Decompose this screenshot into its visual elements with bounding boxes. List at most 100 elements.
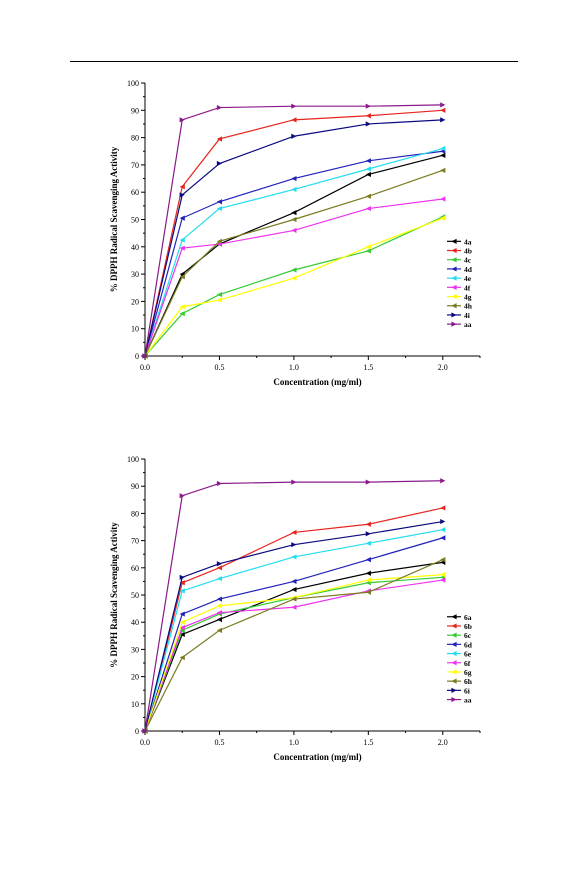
chart-1-series-4g-point (365, 244, 371, 250)
chart-2-series-6f-point (179, 625, 185, 631)
chart-2-legend-marker-aa (451, 696, 457, 703)
chart-1-y-tick-label: 100 (127, 79, 139, 88)
chart-1-series-4d-point (216, 199, 223, 205)
chart-1-series-4b-line (144, 109, 443, 357)
chart-2-x-tick-label: 0.0 (140, 738, 150, 747)
chart-2-legend-label: 6h (464, 677, 473, 686)
chart-1-series-4i-point (440, 117, 446, 123)
chart-2-series-6h-point (440, 557, 446, 563)
chart-1-y-tick-label: 90 (131, 106, 139, 115)
chart-2-legend-marker-6c (451, 632, 457, 638)
chart-2-series-aa-line (144, 480, 443, 732)
chart-2-series-6g-point (179, 619, 185, 625)
chart-1-y-tick-label: 30 (131, 270, 139, 279)
chart-1-y-tick-label: 70 (131, 161, 139, 170)
chart-2-legend-label: 6e (464, 650, 472, 659)
chart-1-legend-label: 4e (464, 274, 472, 283)
chart-2-legend-marker-6i (451, 687, 457, 693)
chart-2-series-6d-line (144, 537, 443, 732)
chart-2-y-tick-label: 20 (131, 673, 139, 682)
chart-2-series-6f-line (144, 579, 443, 732)
chart-1-series-4h-point (179, 274, 185, 280)
chart-2-series-6g-point (216, 603, 223, 609)
chart-2-series-6b-line (144, 507, 443, 732)
chart-2-x-tick-label: 2.0 (438, 738, 448, 747)
chart-2-series-6a-line (144, 561, 443, 732)
chart-1-legend-label: 4h (464, 302, 473, 311)
chart-1-series-4h-point (440, 167, 446, 173)
chart-2-series-6i-line (144, 520, 443, 732)
chart-1-legend-marker-4f (451, 284, 457, 290)
chart-2-legend-label: 6c (464, 631, 472, 640)
chart-2-series-6h-point (291, 596, 297, 602)
chart-1-series-4g-point (216, 297, 223, 303)
chart-2-series-6b-point (216, 565, 223, 571)
chart-1-series-4a-point (291, 210, 297, 216)
chart-1-legend-label: 4c (464, 256, 472, 265)
chart-2-legend-label: 6g (464, 668, 472, 677)
chart-2-series-6h-line (144, 559, 444, 732)
chart-2-y-tick-label: 80 (131, 509, 139, 518)
chart-1-x-tick-label: 0.5 (214, 363, 224, 372)
chart-2-series-6d-point (440, 535, 446, 541)
chart-2-series-6a-point (179, 631, 185, 638)
chart-2-series-6e-line (144, 529, 443, 732)
chart-2-series-6g-point (440, 572, 446, 578)
chart-1-x-tick-label: 1.5 (363, 363, 373, 372)
chart-1-series-4e-line (144, 147, 443, 357)
chart-1-legend-label: 4b (464, 247, 472, 256)
chart-2-series-6f-point (440, 577, 446, 583)
chart-2-series-6e-point (216, 576, 223, 582)
chart-2-y-tick-label: 100 (127, 455, 139, 464)
chart-1-x-axis-title: Concentration (mg/ml) (273, 377, 361, 387)
chart-2-series-6h-point (365, 589, 371, 595)
chart-2-legend-marker-6d (451, 641, 457, 647)
chart-1-series-4i-point (365, 121, 371, 127)
chart-1-series-4i-point (216, 160, 223, 167)
chart-1-series-4c-point (291, 267, 297, 273)
chart-1-legend-marker-4g (451, 293, 457, 300)
chart-1-series-4b-point (216, 136, 223, 142)
chart-1-series-aa-point (291, 103, 297, 109)
chart-1-series-4e-point (365, 166, 371, 172)
chart-2-y-tick-label: 40 (131, 618, 139, 627)
chart-1-series-4i-point (179, 192, 185, 198)
chart-2-series-6a-point (216, 616, 223, 623)
chart-1-series-4d-point (291, 175, 297, 182)
chart-1-y-tick-label: 60 (131, 188, 139, 197)
chart-1-legend-marker-4h (451, 303, 457, 309)
chart-2-legend-label: 6i (464, 686, 470, 695)
chart-1-x-tick-label: 1.0 (289, 363, 299, 372)
chart-1-series-4a-point (440, 152, 446, 158)
chart-2-series-aa-point (365, 479, 371, 485)
chart-1-series-4b-point (291, 117, 297, 123)
chart-2-series-aa-point (291, 479, 297, 485)
chart-2-series-6d-point (179, 611, 185, 617)
chart-2-series-6b-point (291, 529, 297, 536)
chart-1-x-tick-label: 0.0 (140, 363, 150, 372)
chart-2-series-6b-point (179, 580, 185, 586)
chart-1-series-4g-point (440, 215, 446, 221)
chart-2-y-tick-label: 50 (131, 591, 139, 600)
chart-1-y-axis-title: % DPPH Radical Scavenging Activity (109, 146, 119, 292)
chart-2-series-6i-point (440, 518, 446, 525)
chart-2-series-aa-point (142, 728, 148, 734)
chart-2-series-6g-point (365, 577, 371, 583)
chart-2-x-axis-title: Concentration (mg/ml) (273, 752, 361, 762)
chart-1-legend-marker-4d (451, 266, 457, 272)
chart-1-series-aa-line (144, 104, 443, 357)
chart-2-legend-marker-6e (451, 650, 457, 657)
chart-2-y-tick-label: 90 (131, 482, 139, 491)
chart-1-series-4b-point (440, 107, 446, 113)
chart-1-legend-marker-4b (451, 247, 457, 254)
chart-1-series-4a-point (365, 171, 371, 178)
chart-2-x-tick-label: 0.5 (214, 738, 224, 747)
chart-1-series-4i-point (291, 133, 297, 139)
chart-1-series-4h-point (365, 193, 371, 199)
chart-2-y-tick-label: 10 (131, 700, 139, 709)
chart-1-series-4f-point (365, 205, 371, 212)
chart-2-legend-marker-6a (451, 614, 457, 620)
chart-2-legend-marker-6h (451, 678, 457, 684)
